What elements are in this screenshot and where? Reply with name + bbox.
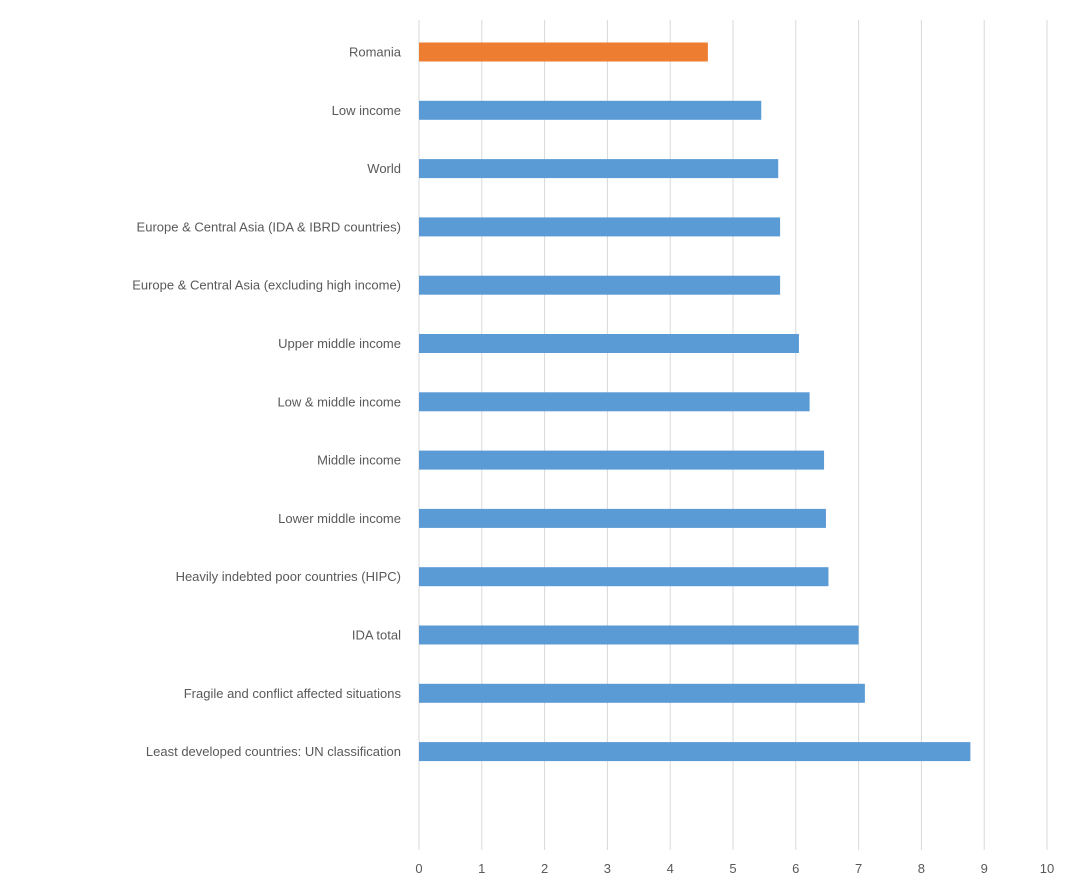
category-label: Low income xyxy=(332,103,401,118)
category-label: World xyxy=(367,161,401,176)
category-label: IDA total xyxy=(352,628,401,643)
bar xyxy=(419,42,708,62)
x-tick-label: 4 xyxy=(667,861,674,876)
gridlines xyxy=(418,20,1048,850)
category-label: Low & middle income xyxy=(277,394,401,409)
bar xyxy=(419,159,779,179)
category-label: Lower middle income xyxy=(278,511,401,526)
x-axis-tick-labels: 0 1 2 3 4 5 6 7 8 9 10 xyxy=(415,861,1054,876)
bar xyxy=(419,742,971,762)
bar xyxy=(419,567,829,587)
x-tick-label: 2 xyxy=(541,861,548,876)
bar xyxy=(419,625,859,645)
x-tick-label: 8 xyxy=(918,861,925,876)
category-labels: Romania Low income World Europe & Central A… xyxy=(132,45,402,760)
bar xyxy=(419,508,826,528)
category-label: Europe & Central Asia (IDA & IBRD countr… xyxy=(137,219,401,234)
category-label: Europe & Central Asia (excluding high in… xyxy=(132,278,401,293)
x-tick-label: 5 xyxy=(729,861,736,876)
bar xyxy=(419,450,825,470)
category-label: Fragile and conflict affected situations xyxy=(184,686,402,701)
category-label: Heavily indebted poor countries (HIPC) xyxy=(176,569,401,584)
x-tick-label: 7 xyxy=(855,861,862,876)
bar xyxy=(419,217,781,237)
x-tick-label: 3 xyxy=(604,861,611,876)
bar xyxy=(419,683,865,703)
x-tick-label: 1 xyxy=(478,861,485,876)
bar xyxy=(419,392,810,412)
bar xyxy=(419,334,799,353)
category-label: Upper middle income xyxy=(278,336,401,351)
x-tick-label: 9 xyxy=(981,861,988,876)
x-tick-label: 10 xyxy=(1040,861,1054,876)
category-label: Least developed countries: UN classifica… xyxy=(146,744,401,759)
category-label: Middle income xyxy=(317,453,401,468)
x-tick-label: 6 xyxy=(792,861,799,876)
bar xyxy=(419,275,781,295)
x-tick-label: 0 xyxy=(415,861,422,876)
category-label: Romania xyxy=(349,45,402,60)
bars xyxy=(419,42,971,762)
bar xyxy=(419,100,762,120)
